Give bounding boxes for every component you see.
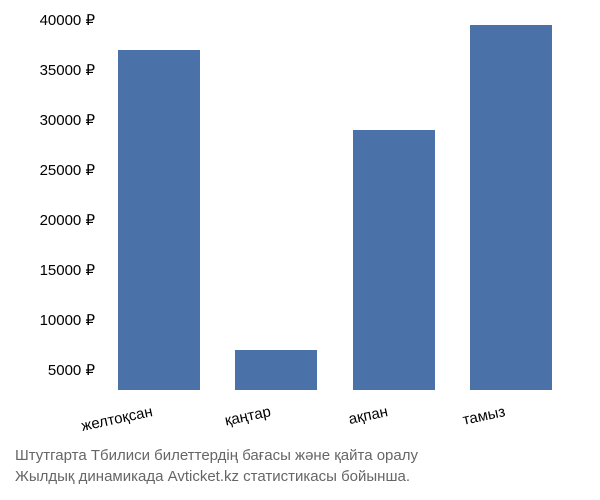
chart-plot-area — [100, 20, 570, 390]
chart-caption: Штутгарта Тбилиси билеттердің бағасы жән… — [15, 445, 585, 487]
bar — [470, 25, 552, 390]
chart-container: 5000 ₽ 10000 ₽ 15000 ₽ 20000 ₽ 25000 ₽ 30000 … — [0, 0, 600, 500]
y-tick-label: 5000 ₽ — [48, 361, 95, 379]
y-tick-label: 40000 ₽ — [40, 11, 95, 29]
y-tick-label: 25000 ₽ — [40, 161, 95, 179]
caption-line-1: Штутгарта Тбилиси билеттердің бағасы жән… — [15, 445, 585, 466]
x-tick-label: ақпан — [347, 403, 389, 428]
x-tick-label: қаңтар — [223, 403, 272, 429]
caption-line-2: Жылдық динамикада Avticket.kz статистика… — [15, 466, 585, 487]
x-tick-label: желтоқсан — [80, 403, 154, 435]
bars-group — [100, 20, 570, 390]
y-tick-label: 20000 ₽ — [40, 211, 95, 229]
y-axis-labels: 5000 ₽ 10000 ₽ 15000 ₽ 20000 ₽ 25000 ₽ 30000 … — [0, 20, 95, 390]
y-tick-label: 35000 ₽ — [40, 61, 95, 79]
y-tick-label: 15000 ₽ — [40, 261, 95, 279]
bar — [118, 50, 200, 390]
x-axis-labels: желтоқсанқаңтарақпантамыз — [100, 395, 570, 435]
bar — [353, 130, 435, 390]
y-tick-label: 10000 ₽ — [40, 311, 95, 329]
x-tick-label: тамыз — [461, 403, 507, 429]
bar — [235, 350, 317, 390]
y-tick-label: 30000 ₽ — [40, 111, 95, 129]
